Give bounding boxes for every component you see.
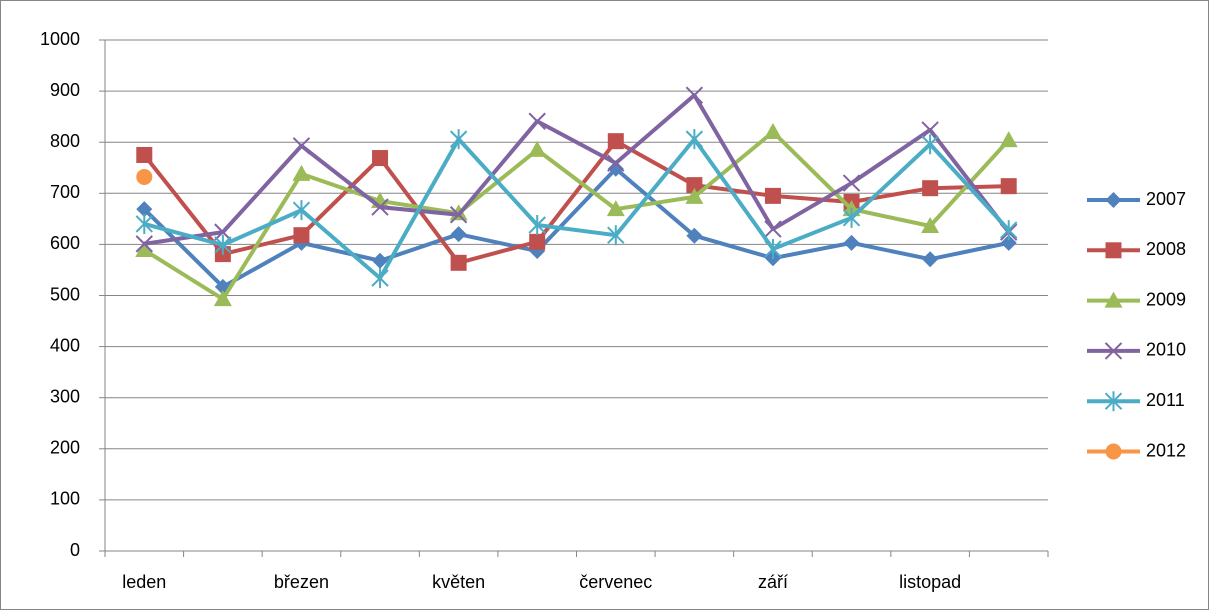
marker xyxy=(685,187,704,204)
marker xyxy=(1000,178,1017,195)
marker xyxy=(686,177,703,194)
marker xyxy=(372,252,389,269)
marker xyxy=(371,268,389,289)
x-tick-label: červenec xyxy=(579,572,652,592)
marker xyxy=(685,129,704,150)
legend-label: 2009 xyxy=(1146,289,1186,309)
marker xyxy=(1000,234,1017,251)
marker xyxy=(764,187,781,204)
x-tick-label: listopad xyxy=(899,572,961,592)
marker xyxy=(842,207,861,228)
marker xyxy=(607,160,624,177)
marker xyxy=(293,227,310,244)
marker xyxy=(213,290,232,307)
marker xyxy=(135,213,153,234)
y-tick-label: 300 xyxy=(50,386,80,406)
legend-label: 2010 xyxy=(1146,340,1186,360)
marker xyxy=(529,233,546,250)
marker xyxy=(922,180,939,197)
marker xyxy=(450,226,467,243)
marker xyxy=(292,200,311,221)
marker xyxy=(136,201,153,218)
marker xyxy=(371,198,389,216)
x-tick-label: září xyxy=(758,572,788,592)
y-tick-label: 900 xyxy=(50,80,80,100)
marker xyxy=(292,164,311,181)
series-line xyxy=(143,137,1011,281)
series-line xyxy=(143,93,1011,246)
marker xyxy=(1000,220,1018,241)
x-tick-label: leden xyxy=(122,572,166,592)
marker xyxy=(922,251,939,268)
y-tick-label: 1000 xyxy=(40,29,80,49)
marker xyxy=(450,254,467,271)
marker xyxy=(136,168,153,185)
marker xyxy=(1105,242,1122,259)
marker xyxy=(607,225,625,246)
marker xyxy=(921,121,939,139)
marker xyxy=(606,200,625,217)
marker xyxy=(1105,443,1122,460)
marker xyxy=(449,129,468,150)
marker xyxy=(686,227,703,244)
marker xyxy=(528,140,547,157)
marker xyxy=(763,122,782,139)
legend-label: 2007 xyxy=(1146,189,1186,209)
marker xyxy=(607,133,624,150)
marker xyxy=(1104,391,1123,412)
marker xyxy=(1105,192,1122,208)
y-tick-label: 500 xyxy=(50,284,80,304)
marker xyxy=(842,174,861,192)
marker xyxy=(214,223,232,241)
y-tick-label: 700 xyxy=(50,182,80,202)
marker xyxy=(1104,291,1123,308)
y-tick-label: 100 xyxy=(50,489,80,509)
y-tick-label: 600 xyxy=(50,233,80,253)
marker xyxy=(921,217,940,234)
marker xyxy=(685,86,704,104)
y-tick-label: 400 xyxy=(50,335,80,355)
marker xyxy=(372,150,389,167)
legend-label: 2011 xyxy=(1146,390,1185,410)
y-tick-label: 800 xyxy=(50,131,80,151)
marker xyxy=(921,134,939,155)
marker xyxy=(135,235,153,253)
marker xyxy=(1104,342,1123,360)
marker xyxy=(764,238,782,259)
marker xyxy=(843,234,860,251)
marker xyxy=(449,206,468,224)
legend-label: 2012 xyxy=(1146,440,1186,460)
x-tick-label: březen xyxy=(274,572,329,592)
marker xyxy=(292,137,311,155)
marker xyxy=(999,131,1018,148)
marker xyxy=(528,112,546,130)
marker xyxy=(136,146,153,163)
y-tick-label: 200 xyxy=(50,438,80,458)
marker xyxy=(607,154,625,172)
marker xyxy=(214,234,232,255)
series-line xyxy=(142,139,1009,265)
marker xyxy=(764,220,782,238)
series-line xyxy=(142,166,1010,289)
legend-label: 2008 xyxy=(1146,239,1186,259)
marker xyxy=(135,241,154,258)
y-tick-label: 0 xyxy=(70,540,80,560)
series-line xyxy=(143,129,1011,302)
marker xyxy=(528,214,546,235)
x-tick-label: květen xyxy=(432,572,485,592)
